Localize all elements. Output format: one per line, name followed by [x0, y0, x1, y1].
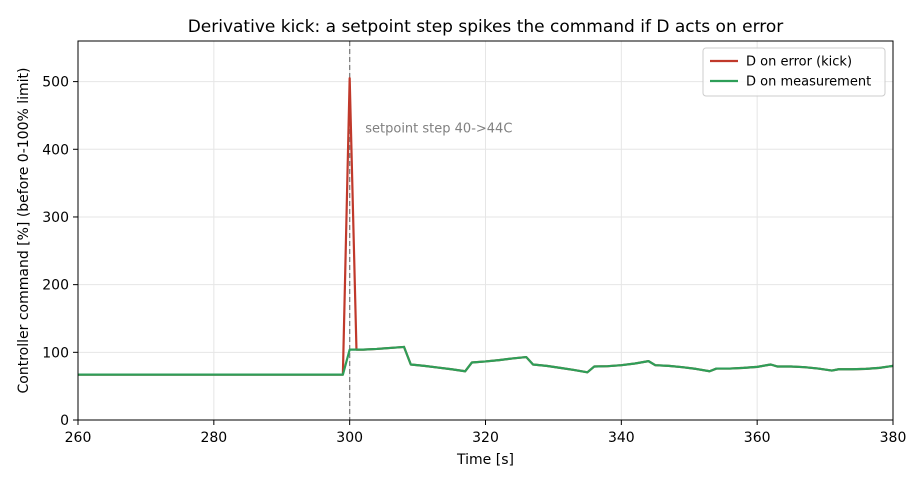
chart-title: Derivative kick: a setpoint step spikes …	[188, 17, 784, 37]
legend-label: D on error (kick)	[746, 55, 852, 70]
x-tick-label: 340	[608, 430, 635, 446]
x-tick-label: 320	[472, 430, 499, 446]
y-tick-label: 500	[42, 75, 69, 91]
x-tick-label: 280	[200, 430, 227, 446]
legend-box	[702, 47, 886, 97]
x-tick-label: 260	[65, 430, 92, 446]
y-tick-label: 100	[42, 345, 69, 361]
axis-ticks: 260 280 300 320 340 360 380 0 100 200 300 400 500	[42, 75, 906, 446]
y-tick-label: 0	[60, 413, 69, 429]
y-tick-label: 300	[42, 210, 69, 226]
x-tick-label: 360	[744, 430, 771, 446]
x-tick-label: 380	[880, 430, 907, 446]
series-group	[78, 77, 894, 376]
y-axis-title: Controller command [%] (before 0-100% li…	[16, 68, 32, 394]
y-tick-label: 200	[42, 278, 69, 294]
legend-label: D on measurement	[746, 75, 871, 90]
legend: D on error (kick) D on measurement	[702, 47, 886, 97]
x-axis-title: Time [s]	[456, 452, 514, 468]
series-line-1	[78, 345, 894, 376]
y-tick-label: 400	[42, 142, 69, 158]
grid	[77, 41, 894, 421]
annotations: setpoint step 40->44C	[365, 122, 512, 137]
x-tick-label: 300	[336, 430, 363, 446]
annotation-label: setpoint step 40->44C	[365, 122, 512, 137]
